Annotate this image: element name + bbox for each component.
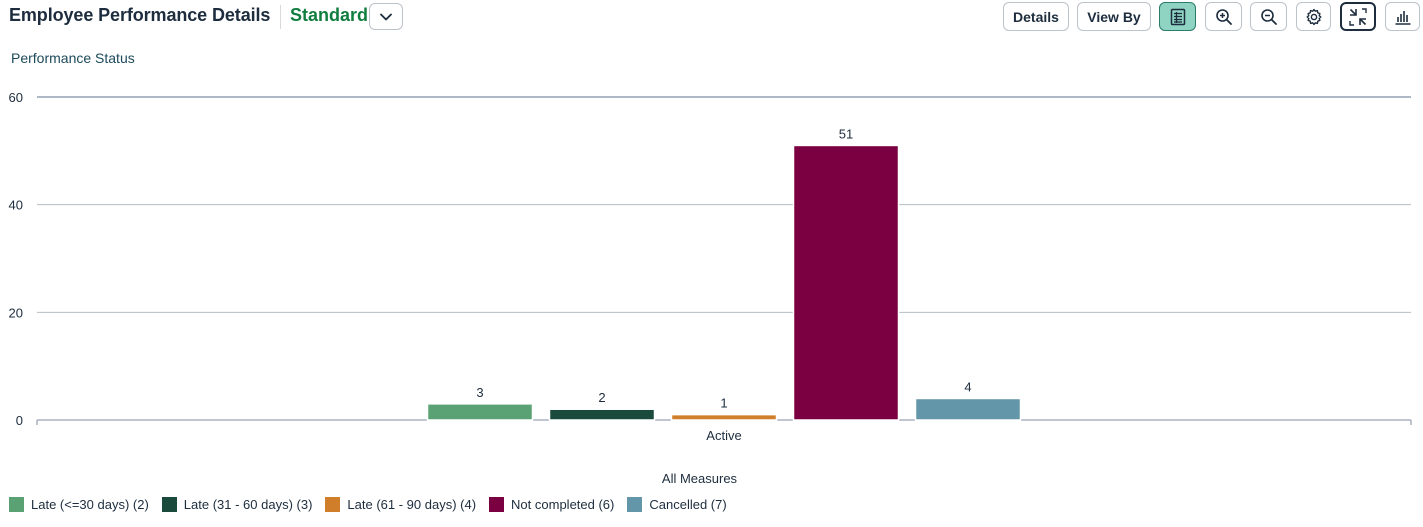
view-by-button[interactable]: View By <box>1077 2 1151 31</box>
legend-swatch <box>325 497 341 512</box>
bar <box>548 408 656 421</box>
details-button[interactable]: Details <box>1003 2 1069 31</box>
y-tick-label: 40 <box>9 198 23 213</box>
legend-label: Late (<=30 days) (2) <box>31 497 149 512</box>
chart-type-button[interactable] <box>1385 2 1420 31</box>
x-axis-title-text: All Measures <box>661 471 738 486</box>
chart-subtitle: Performance Status <box>11 50 135 66</box>
exit-fullscreen-icon <box>1349 7 1367 26</box>
bar-value-label: 51 <box>839 126 853 141</box>
bar <box>670 413 778 421</box>
legend-swatch <box>627 497 643 512</box>
bar-value-label: 4 <box>964 379 971 394</box>
bar <box>792 144 900 421</box>
zoom-out-icon <box>1260 8 1277 25</box>
legend-label: Late (31 - 60 days) (3) <box>183 497 313 512</box>
legend-item[interactable]: Late (61 - 90 days) (4) <box>325 497 476 512</box>
zoom-out-button[interactable] <box>1250 2 1287 31</box>
legend-label: Late (61 - 90 days) (4) <box>347 497 477 512</box>
legend-label: Cancelled (7) <box>649 497 727 512</box>
table-view-icon <box>1170 8 1185 25</box>
legend-swatch <box>489 497 505 512</box>
settings-icon <box>1306 8 1321 25</box>
page-title: Employee Performance Details <box>9 5 271 25</box>
legend-swatch <box>161 497 177 512</box>
legend-label: Not completed (6) <box>511 497 615 512</box>
variant-dropdown-button[interactable] <box>369 3 403 30</box>
table-view-toggle[interactable] <box>1159 2 1196 31</box>
bar-value-label: 2 <box>598 390 605 405</box>
bar <box>426 403 534 421</box>
y-tick-label: 0 <box>16 413 23 428</box>
bar-value-label: 1 <box>720 396 727 411</box>
bar-value-label: 3 <box>476 385 483 400</box>
legend-swatch <box>9 497 24 512</box>
legend-item[interactable]: Late (31 - 60 days) (3) <box>161 497 313 512</box>
zoom-in-icon <box>1215 8 1232 25</box>
bar <box>914 397 1022 421</box>
chevron-down-icon <box>380 13 392 20</box>
zoom-in-button[interactable] <box>1205 2 1242 31</box>
chart-legend: Late (<=30 days) (2) Late (31 - 60 days) … <box>9 497 740 512</box>
legend-item[interactable]: Late (<=30 days) (2) <box>9 497 149 512</box>
legend-item[interactable]: Cancelled (7) <box>627 497 727 512</box>
variant-name[interactable]: Standard <box>290 5 369 25</box>
x-tick-label: Active <box>706 428 741 443</box>
exit-fullscreen-button[interactable] <box>1340 2 1376 31</box>
bar-chart-icon <box>1395 10 1410 25</box>
y-tick-label: 20 <box>9 305 23 320</box>
bar-chart: 0 20 40 60 3 2 1 51 4 Active <box>9 90 1412 443</box>
y-tick-label: 60 <box>9 90 23 105</box>
title-divider <box>280 5 281 29</box>
settings-button[interactable] <box>1296 2 1331 31</box>
legend-item[interactable]: Not completed (6) <box>489 497 614 512</box>
x-axis-title: All Measures <box>0 471 1423 486</box>
